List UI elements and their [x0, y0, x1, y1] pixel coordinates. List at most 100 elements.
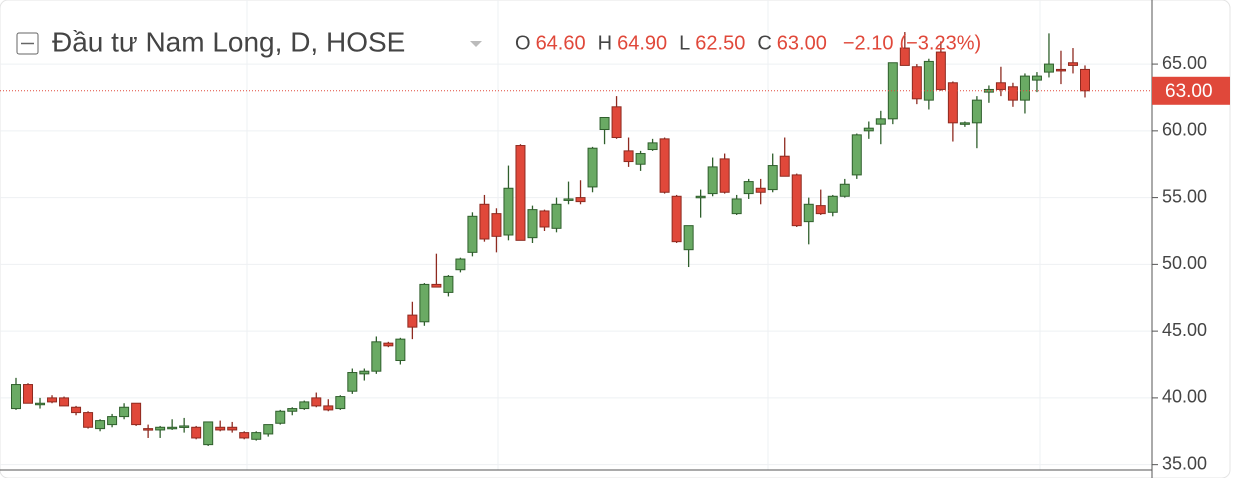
change-value: −2.10 [843, 32, 894, 54]
candle-body [563, 198, 574, 201]
candle-body [839, 183, 850, 197]
candle-body [767, 165, 778, 191]
candle-body [71, 406, 82, 414]
candle-body [83, 412, 94, 428]
candle-body [1019, 75, 1030, 101]
candle-body [995, 82, 1006, 90]
candle-body [299, 401, 310, 410]
candle-body [479, 203, 490, 240]
candle-body [23, 384, 34, 404]
candle-body [947, 82, 958, 124]
y-tick-label: 65.00 [1162, 53, 1207, 73]
candle-body [935, 51, 946, 90]
candle-body [539, 210, 550, 228]
candle-body [1067, 62, 1078, 66]
candle-body [131, 402, 142, 426]
candle-body [587, 147, 598, 188]
legend-header: Đầu tư Nam Long, D, HOSE [16, 26, 482, 57]
candle-body [743, 181, 754, 195]
candle-body [503, 187, 514, 236]
dropdown-arrow[interactable] [470, 41, 482, 47]
candle-body [803, 203, 814, 223]
candle-body [287, 408, 298, 412]
candle-body [827, 195, 838, 213]
candle-body [851, 134, 862, 176]
candle-body [623, 150, 634, 163]
candle-body [431, 283, 442, 288]
candle-body [323, 405, 334, 411]
candle-body [611, 106, 622, 139]
candle-body [227, 426, 238, 431]
candle-body [695, 195, 706, 199]
candle-body [455, 258, 466, 271]
candle-body [263, 424, 274, 435]
candle-body [239, 432, 250, 439]
candle-body [971, 99, 982, 124]
candle-body [191, 426, 202, 439]
y-tick-label: 60.00 [1162, 120, 1207, 140]
y-tick-label: 35.00 [1162, 453, 1207, 473]
ohlc-key: C [757, 32, 771, 54]
candle-body [467, 215, 478, 253]
candle-body [155, 426, 166, 431]
candle-body [359, 370, 370, 375]
candle-body [671, 195, 682, 243]
candle-body [887, 62, 898, 120]
candle-body [335, 396, 346, 410]
candle-body [1043, 63, 1054, 73]
y-tick-label: 50.00 [1162, 253, 1207, 273]
candle-body [1055, 68, 1066, 72]
candle-body [635, 153, 646, 165]
candle-body [923, 60, 934, 101]
candle-body [215, 426, 226, 431]
candle-body [683, 225, 694, 251]
candle-body [599, 116, 610, 131]
candle-body [119, 406, 130, 418]
candle-body [911, 66, 922, 100]
candle-body [443, 275, 454, 293]
candle-body [731, 198, 742, 215]
candle-body [863, 127, 874, 132]
candle-body [647, 142, 658, 151]
candle-body [1007, 86, 1018, 101]
candle-body [143, 428, 154, 431]
candle-body [179, 425, 190, 428]
candle-body [251, 432, 262, 440]
change-percent: (−3.23%) [899, 32, 981, 54]
candle-body [491, 213, 502, 237]
candle-body [35, 402, 46, 406]
candle-body [371, 341, 382, 372]
candle-body [791, 174, 802, 227]
ohlc-value: 64.60 [536, 32, 586, 54]
ohlc-key: O [515, 32, 531, 54]
ohlc-value: 62.50 [695, 32, 745, 54]
ohlc-value: 64.90 [617, 32, 667, 54]
candle-body [419, 283, 430, 323]
candle-body [107, 416, 118, 426]
candle-body [815, 205, 826, 215]
candle-body [983, 88, 994, 93]
chart-title: Đầu tư Nam Long, D, HOSE [52, 26, 405, 57]
candle-body [407, 314, 418, 328]
candle-body [1080, 68, 1090, 92]
candle-body [575, 197, 586, 203]
ohlc-value: 63.00 [777, 32, 827, 54]
candle-body [59, 397, 70, 407]
candle-body [755, 187, 766, 193]
candle-body [779, 155, 790, 177]
candle-body [707, 166, 718, 195]
candle-body [719, 158, 730, 193]
candle-body [659, 138, 670, 193]
candle-body [95, 420, 106, 430]
y-tick-label: 45.00 [1162, 320, 1207, 340]
candle-body [875, 118, 886, 125]
candle-body [899, 47, 910, 66]
candle-body [383, 342, 394, 347]
ohlc-header: O 64.60 H 64.90 L 62.50 C 63.00 −2.10 (−3.23%) [515, 32, 981, 54]
candle-body [515, 145, 526, 241]
candle-body [395, 338, 406, 362]
last-price-tag [1152, 76, 1230, 105]
ohlc-key: H [598, 32, 612, 54]
